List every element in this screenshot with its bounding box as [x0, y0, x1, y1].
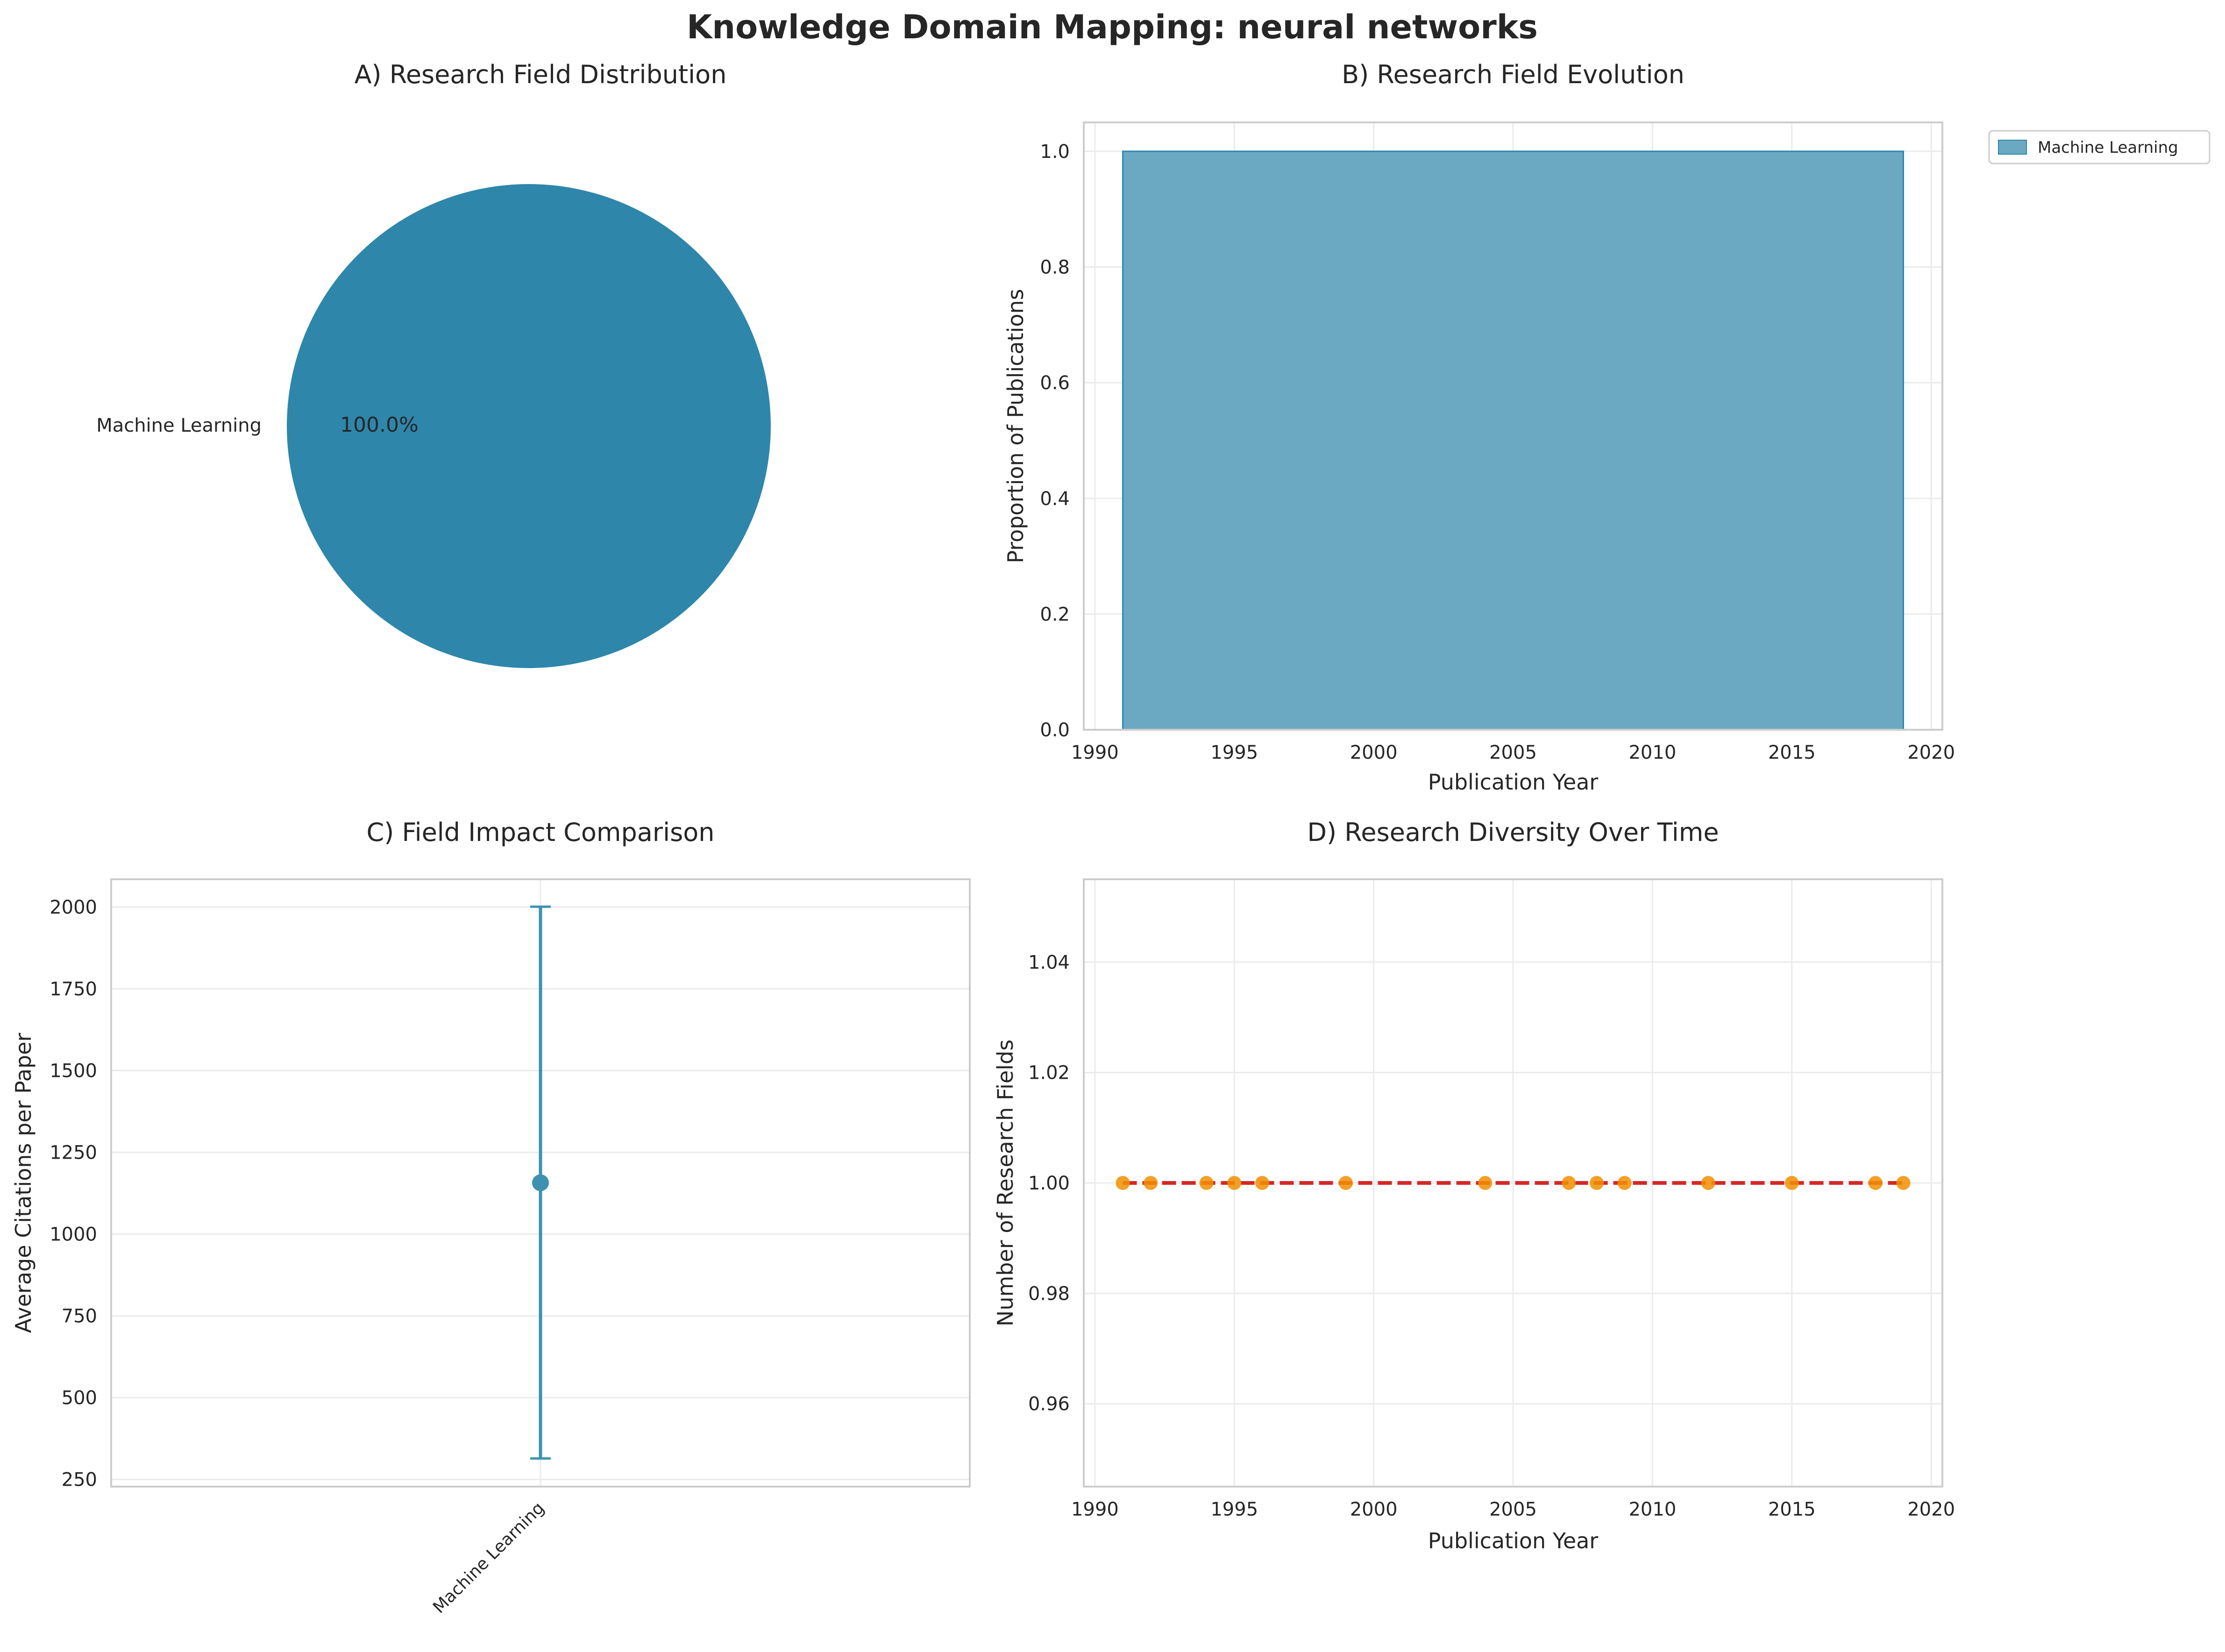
legend-frame [1988, 130, 2211, 164]
panel-b-xlabel: Publication Year [1428, 769, 1599, 795]
x-tick-label: 2020 [1907, 742, 1955, 763]
diversity-point [1868, 1176, 1883, 1190]
panel-b-x-ticks: 1990 1995 2000 2005 2010 2015 2020 [1071, 742, 1955, 763]
x-tick-label: 2020 [1907, 1499, 1955, 1520]
mean-point [532, 1174, 549, 1191]
panel-b-area-chart: B) Research Field Evolution 1990 1995 2000… [1003, 60, 2211, 795]
pie-slices [287, 184, 771, 668]
diversity-point [1590, 1176, 1604, 1190]
y-tick-label: 1500 [50, 1061, 97, 1082]
legend-entry-machine-learning: Machine Learning [2038, 138, 2178, 157]
panel-d-series [1116, 1176, 1911, 1190]
x-tick-label: 2000 [1350, 742, 1398, 763]
area-machine-learning [1122, 150, 1904, 731]
y-tick-label: 1.00 [1028, 1173, 1070, 1194]
diversity-point [1255, 1176, 1269, 1190]
diversity-point [1338, 1176, 1353, 1190]
panel-a-title: A) Research Field Distribution [355, 60, 727, 89]
y-tick-label: 500 [62, 1388, 97, 1409]
panel-b-title: B) Research Field Evolution [1342, 60, 1685, 89]
pie-slice-machine-learning [287, 184, 771, 668]
y-tick-label: 0.6 [1040, 372, 1070, 394]
x-tick-label: 1990 [1071, 742, 1119, 763]
panel-c-ylabel: Average Citations per Paper [11, 1033, 36, 1333]
x-tick-label: 1990 [1071, 1499, 1119, 1520]
y-tick-label: 0.0 [1040, 719, 1070, 741]
diversity-point [1116, 1176, 1130, 1190]
y-tick-label: 1250 [50, 1142, 97, 1164]
x-tick-label: 2005 [1489, 1499, 1537, 1520]
panel-d-plot-frame [1083, 878, 1943, 1488]
diversity-point [1784, 1176, 1799, 1190]
y-tick-label: 1.0 [1040, 141, 1070, 163]
panel-b-ylabel: Proportion of Publications [1003, 289, 1028, 563]
y-tick-label: 750 [62, 1306, 97, 1327]
y-tick-label: 0.8 [1040, 257, 1070, 278]
diversity-point [1199, 1176, 1214, 1190]
y-tick-label: 1000 [50, 1224, 97, 1246]
y-tick-label: 1750 [50, 979, 97, 1000]
x-tick-label: 1995 [1210, 742, 1258, 763]
x-tick-label: 2010 [1628, 1499, 1676, 1520]
panel-d-line-chart: D) Research Diversity Over Time 1990 1995… [993, 818, 1955, 1553]
panel-b-y-ticks: 0.0 0.2 0.4 0.6 0.8 1.0 [1040, 141, 1070, 741]
panel-b-plot-frame [1083, 121, 1943, 731]
diversity-point [1562, 1176, 1576, 1190]
panel-d-title: D) Research Diversity Over Time [1307, 818, 1719, 847]
x-tick-label: 2015 [1768, 1499, 1816, 1520]
pie-slice-percent: 100.0% [340, 413, 419, 437]
diversity-point [1144, 1176, 1158, 1190]
diversity-point [1896, 1176, 1911, 1190]
figure-title: Knowledge Domain Mapping: neural network… [687, 8, 1538, 46]
panel-d-xlabel: Publication Year [1428, 1528, 1599, 1553]
x-tick-label: 2005 [1489, 742, 1537, 763]
diversity-point [1701, 1176, 1715, 1190]
x-tick-label: 2010 [1628, 742, 1676, 763]
panel-a-pie-chart: A) Research Field Distribution Machine L… [96, 60, 771, 668]
x-tick-label: 2000 [1350, 1499, 1398, 1520]
panel-b-legend: Machine Learning [1988, 130, 2211, 164]
y-tick-label: 0.96 [1028, 1394, 1070, 1415]
diversity-point [1478, 1176, 1493, 1190]
y-tick-label: 2000 [50, 897, 97, 919]
x-tick-label: 2015 [1768, 742, 1816, 763]
legend-swatch [1998, 140, 2027, 155]
y-tick-label: 0.98 [1028, 1283, 1070, 1304]
panel-d-grid [1084, 879, 1942, 1487]
pie-slice-label: Machine Learning [96, 415, 262, 436]
y-tick-label: 1.02 [1028, 1062, 1070, 1084]
panel-c-y-ticks: 250 500 750 1000 1250 1500 1750 2000 [50, 897, 97, 1491]
y-tick-label: 1.04 [1028, 952, 1070, 973]
diversity-point [1227, 1176, 1242, 1190]
panel-d-ylabel: Number of Research Fields [993, 1040, 1018, 1326]
panel-d-y-ticks: 0.96 0.98 1.00 1.02 1.04 [1028, 952, 1070, 1415]
y-tick-label: 0.4 [1040, 488, 1070, 510]
y-tick-label: 0.2 [1040, 604, 1070, 625]
diversity-point [1617, 1176, 1632, 1190]
x-tick-label: 1995 [1210, 1499, 1258, 1520]
panel-c-marks [530, 905, 551, 1460]
y-tick-label: 250 [62, 1469, 97, 1491]
panel-d-x-ticks: 1990 1995 2000 2005 2010 2015 2020 [1071, 1499, 1955, 1520]
panel-c-plot-frame [110, 878, 971, 1488]
panel-c-title: C) Field Impact Comparison [367, 818, 715, 847]
panel-b-area-series [1122, 150, 1904, 731]
